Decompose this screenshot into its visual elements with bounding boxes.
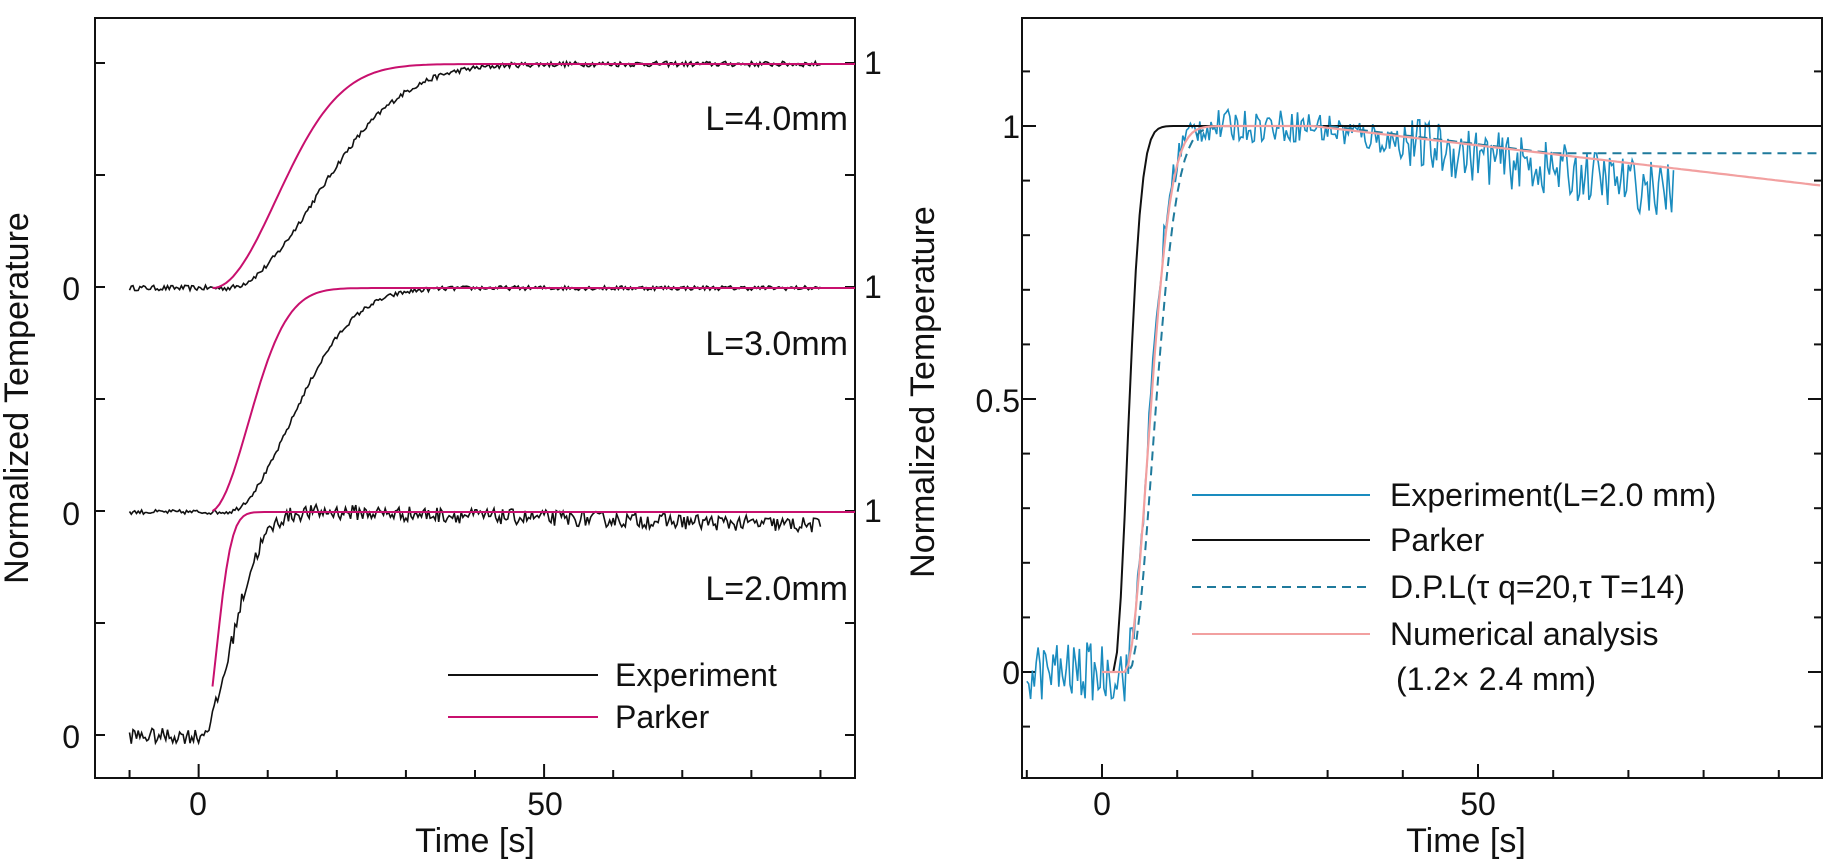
experiment-line (1026, 107, 1675, 702)
right-x-tick-label-0: 0 (1093, 786, 1111, 822)
left-parker-line (211, 287, 855, 512)
right-panel: 0 0.5 1 0 50 Time [s] Normalized Tempera… (904, 17, 1823, 860)
right-x-axis-label: Time [s] (1406, 822, 1526, 860)
numerical-line (1102, 124, 1821, 674)
right-y-tick-label-0-5: 0.5 (976, 383, 1020, 419)
right-y-axis-label: Normalized Temperature (904, 206, 942, 578)
left-experiment-line (128, 59, 821, 293)
left-experiment-line (128, 284, 822, 516)
curve-label-l2: L=2.0mm (705, 570, 848, 608)
left-plot-lines (128, 59, 855, 746)
right-x-tick-label-50: 50 (1460, 786, 1496, 822)
left-zero-label-l3: 0 (62, 496, 80, 532)
right-y-tick-label-1: 1 (1002, 109, 1020, 145)
left-legend-parker-label: Parker (615, 699, 710, 735)
left-panel: 0 50 Time [s] Normalized Temperature 0 0… (0, 17, 882, 860)
left-one-label-l3: 1 (864, 269, 882, 305)
left-one-label-l4: 1 (864, 45, 882, 81)
legend-numerical-label: Numerical analysis (1390, 616, 1659, 652)
left-legend-experiment-label: Experiment (615, 657, 777, 693)
curve-label-l4: L=4.0mm (705, 100, 848, 138)
left-x-axis-label: Time [s] (415, 822, 535, 860)
curve-label-l3: L=3.0mm (705, 325, 848, 363)
right-plot-lines (1026, 107, 1821, 702)
left-x-tick-label-50: 50 (527, 786, 563, 822)
left-parker-line (211, 511, 855, 687)
left-zero-label-l4: 0 (62, 271, 80, 307)
legend-experiment-label: Experiment(L=2.0 mm) (1390, 477, 1716, 513)
right-y-tick-label-0: 0 (1002, 655, 1020, 691)
left-experiment-line (128, 502, 822, 746)
left-zero-label-l2: 0 (62, 719, 80, 755)
legend-dpl-label: D.P.L(τ q=20,τ T=14) (1390, 569, 1685, 605)
left-one-label-l2: 1 (864, 493, 882, 529)
legend-parker-label: Parker (1390, 522, 1485, 558)
left-y-axis-label: Normalized Temperature (0, 212, 36, 584)
left-parker-line (212, 63, 855, 289)
legend-numerical-sublabel: (1.2× 2.4 mm) (1396, 661, 1596, 697)
left-x-tick-label-0: 0 (189, 786, 207, 822)
